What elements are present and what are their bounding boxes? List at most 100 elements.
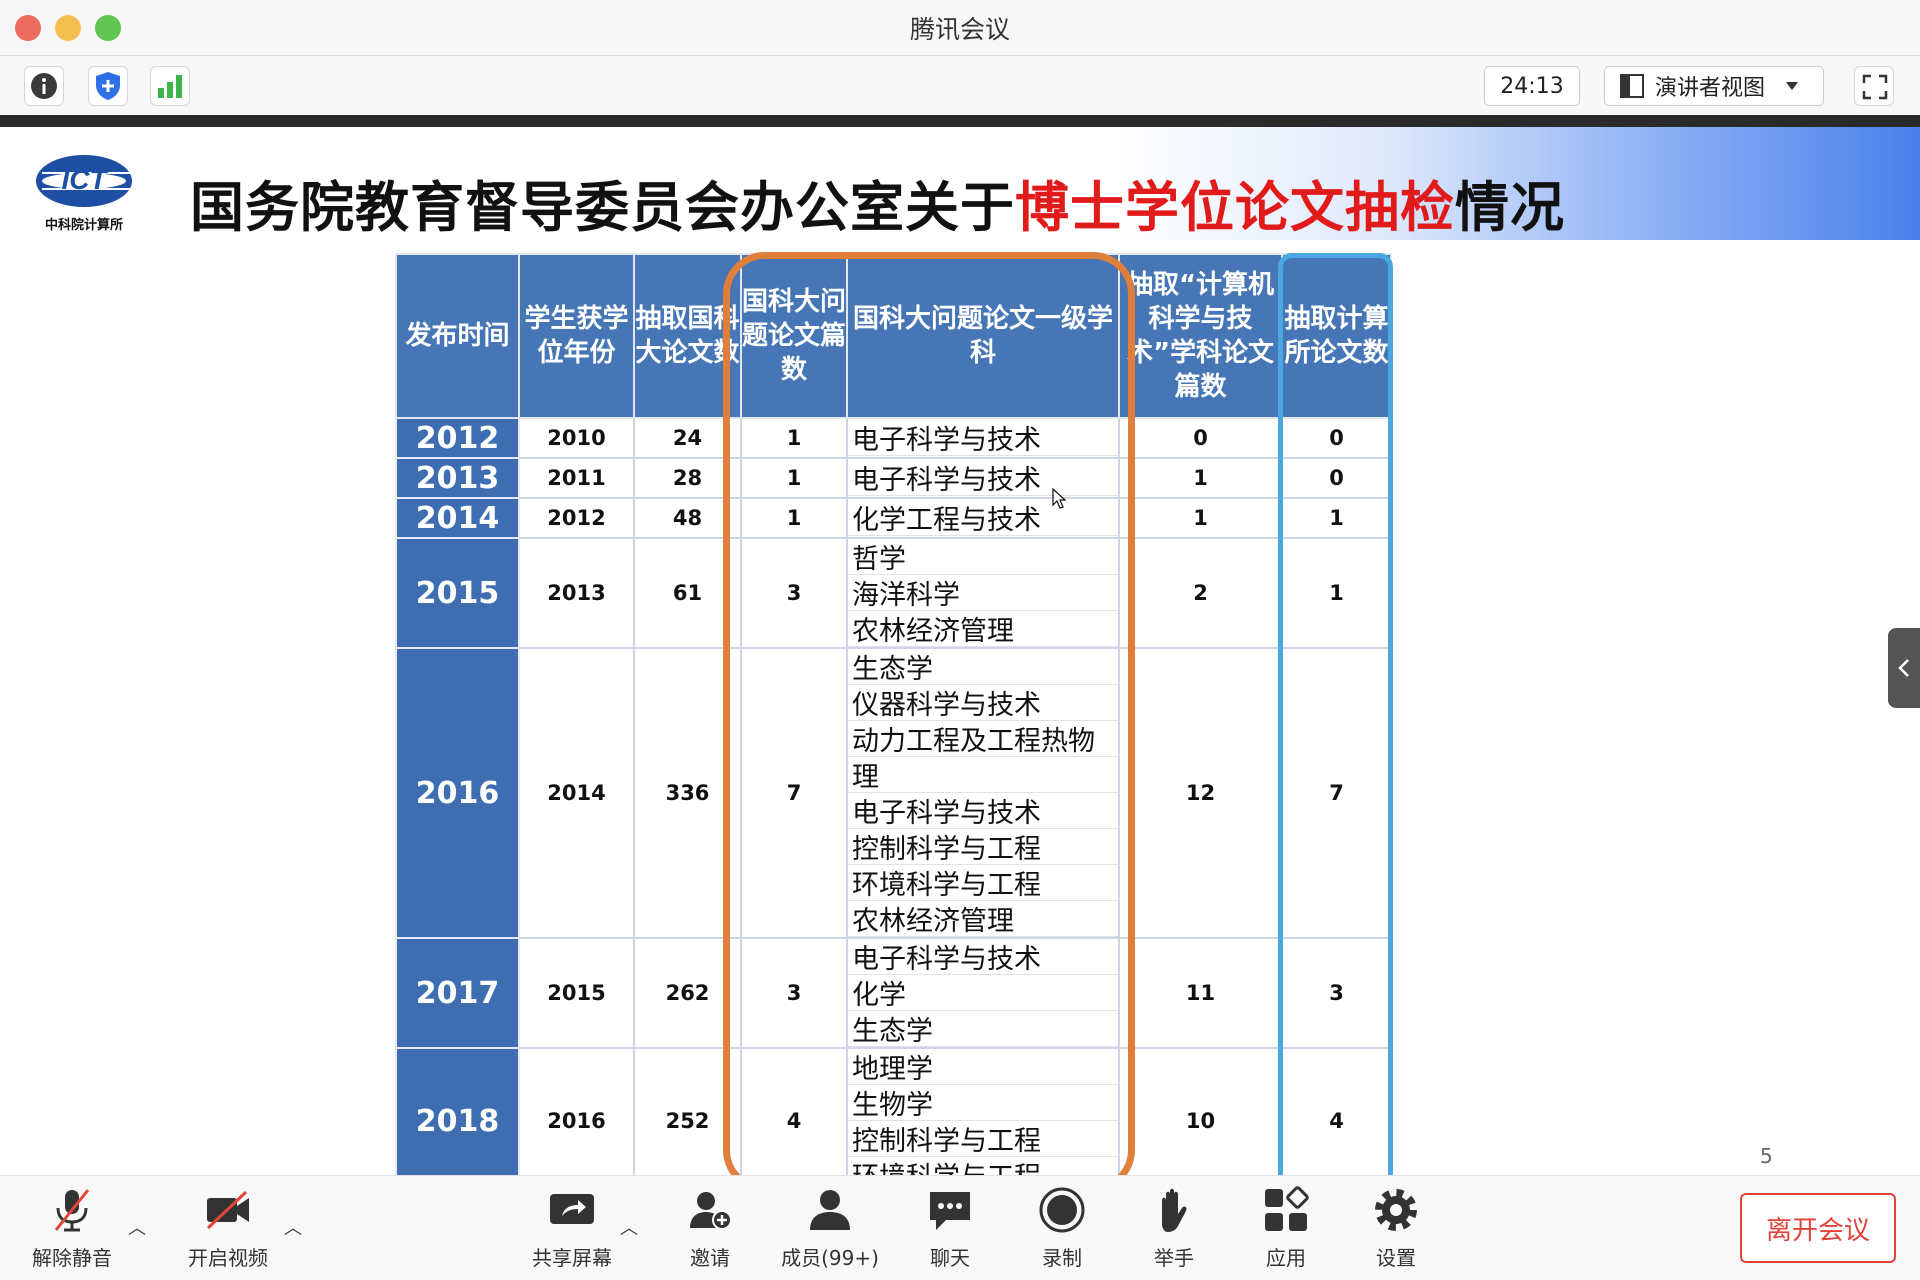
- view-mode-select[interactable]: 演讲者视图: [1604, 66, 1824, 106]
- ict-count-cell: 1: [1281, 537, 1392, 649]
- meeting-controls-bar: 解除静音 ︿ 开启视频 ︿ 共享屏幕 ︿ 邀请 成员(99+) 聊天 录制: [0, 1175, 1920, 1280]
- share-options-caret[interactable]: ︿: [620, 1218, 638, 1239]
- invite-label: 邀请: [690, 1246, 730, 1270]
- info-icon: [31, 73, 57, 99]
- record-icon: [1039, 1187, 1085, 1233]
- audio-options-caret[interactable]: ︿: [128, 1218, 146, 1239]
- problem-count-cell: 3: [740, 937, 848, 1049]
- cs-count-cell: 11: [1118, 937, 1283, 1049]
- discipline-line: 动力工程及工程热物: [848, 721, 1118, 757]
- meeting-toolbar: 24:13 演讲者视图: [0, 56, 1920, 115]
- discipline-line: 电子科学与技术: [848, 793, 1118, 829]
- problem-count-cell: 3: [740, 537, 848, 649]
- window-title: 腾讯会议: [909, 15, 1010, 44]
- discipline-line: 生态学: [848, 1011, 1118, 1047]
- discipline-line: 化学工程与技术: [848, 500, 1118, 536]
- side-panel-toggle[interactable]: [1888, 628, 1920, 708]
- hand-icon: [1162, 1188, 1187, 1232]
- cs-count-cell: 1: [1118, 457, 1283, 499]
- network-stats-button[interactable]: [150, 66, 190, 106]
- discipline-line: 控制科学与工程: [848, 1121, 1118, 1157]
- table-body: 2012 2010 24 1 电子科学与技术 0 0 2013 2011 28 1 电子科学与技术 1 0…: [395, 417, 1392, 1175]
- discipline-line: 化学: [848, 975, 1118, 1011]
- header-problem-disciplines: 国科大问题论文一级学科: [846, 253, 1120, 419]
- discipline-line: 电子科学与技术: [848, 460, 1118, 496]
- blue-highlight-box: [1278, 253, 1393, 1190]
- discipline-line: 电子科学与技术: [848, 939, 1118, 975]
- settings-label: 设置: [1376, 1246, 1416, 1270]
- table-row: 2013 2011 28 1 电子科学与技术 1 0: [395, 457, 1392, 499]
- ict-count-cell: 0: [1281, 417, 1392, 459]
- share-screen-button[interactable]: 共享屏幕: [524, 1182, 620, 1277]
- problem-count-cell: 7: [740, 647, 848, 939]
- discipline-cell: 电子科学与技术: [846, 417, 1120, 459]
- problem-count-cell: 1: [740, 457, 848, 499]
- discipline-line: 农林经济管理: [848, 901, 1118, 937]
- cs-count-cell: 2: [1118, 537, 1283, 649]
- raise-hand-label: 举手: [1154, 1246, 1194, 1270]
- close-window-button[interactable]: [15, 15, 41, 41]
- record-button[interactable]: 录制: [1014, 1182, 1110, 1277]
- header-degree-year: 学生获学位年份: [518, 253, 635, 419]
- members-button[interactable]: 成员(99+): [781, 1182, 879, 1277]
- table-row: 2017 2015 262 3 电子科学与技术 化学 生态学 11 3: [395, 937, 1392, 1049]
- apps-icon: [1265, 1186, 1309, 1231]
- minimize-window-button[interactable]: [55, 15, 81, 41]
- ict-count-cell: 4: [1281, 1047, 1392, 1175]
- leave-meeting-button[interactable]: 离开会议: [1740, 1193, 1896, 1263]
- discipline-cell: 地理学生物学控制科学与工程环境科学与工程: [846, 1047, 1120, 1175]
- discipline-line: 哲学: [848, 539, 1118, 575]
- view-mode-label: 演讲者视图: [1655, 76, 1766, 101]
- degree-year-cell: 2014: [518, 647, 635, 939]
- degree-year-cell: 2013: [518, 537, 635, 649]
- mic-muted-icon: [54, 1189, 90, 1232]
- security-button[interactable]: [88, 66, 128, 106]
- start-video-button[interactable]: 开启视频: [180, 1182, 276, 1277]
- thesis-table-container: 发布时间 学生获学位年份 抽取国科大论文数 国科大问题论文篇数 国科大问题论文一…: [395, 253, 1395, 1175]
- ict-count-cell: 1: [1281, 497, 1392, 539]
- signal-bars-icon: [158, 75, 182, 98]
- info-button[interactable]: [24, 66, 64, 106]
- chat-button[interactable]: 聊天: [902, 1182, 998, 1277]
- maximize-window-button[interactable]: [95, 15, 121, 41]
- discipline-cell: 电子科学与技术: [846, 457, 1120, 499]
- degree-year-cell: 2012: [518, 497, 635, 539]
- discipline-line: 生态学: [848, 649, 1118, 685]
- discipline-line: 电子科学与技术: [848, 420, 1118, 456]
- start-video-label: 开启视频: [188, 1246, 268, 1270]
- unmute-label: 解除静音: [32, 1246, 112, 1270]
- header-cs-count: 抽取“计算机科学与技术”学科论文篇数: [1118, 253, 1283, 419]
- ict-count-cell: 3: [1281, 937, 1392, 1049]
- members-icon: [810, 1190, 850, 1230]
- settings-button[interactable]: 设置: [1348, 1182, 1444, 1277]
- raise-hand-button[interactable]: 举手: [1126, 1182, 1222, 1277]
- invite-button[interactable]: 邀请: [662, 1182, 758, 1277]
- unmute-button[interactable]: 解除静音: [24, 1182, 120, 1277]
- thesis-table: 发布时间 学生获学位年份 抽取国科大论文数 国科大问题论文篇数 国科大问题论文一…: [395, 253, 1392, 1175]
- discipline-cell: 哲学 海洋科学 农林经济管理: [846, 537, 1120, 649]
- cs-count-cell: 1: [1118, 497, 1283, 539]
- problem-count-cell: 1: [740, 417, 848, 459]
- discipline-line: 环境科学与工程: [848, 1157, 1118, 1175]
- table-row: 2015 2013 61 3 哲学 海洋科学 农林经济管理 2 1: [395, 537, 1392, 649]
- fullscreen-button[interactable]: [1854, 66, 1894, 106]
- ict-count-cell: 0: [1281, 457, 1392, 499]
- table-header-row: 发布时间 学生获学位年份 抽取国科大论文数 国科大问题论文篇数 国科大问题论文一…: [395, 253, 1392, 419]
- video-options-caret[interactable]: ︿: [284, 1218, 302, 1239]
- mouse-cursor-icon: [1052, 488, 1067, 509]
- discipline-line: 环境科学与工程: [848, 865, 1118, 901]
- fullscreen-icon: [1862, 74, 1888, 100]
- year-cell: 2013: [395, 457, 520, 499]
- degree-year-cell: 2016: [518, 1047, 635, 1175]
- camera-off-icon: [206, 1190, 249, 1230]
- logo-text: ICT: [61, 164, 109, 195]
- slide-title: 国务院教育督导委员会办公室关于博士学位论文抽检情况: [190, 163, 1565, 242]
- cs-count-cell: 10: [1118, 1047, 1283, 1175]
- header-publish-time: 发布时间: [395, 253, 520, 419]
- slide-title-highlight: 博士学位论文抽检: [1015, 176, 1455, 239]
- apps-button[interactable]: 应用: [1238, 1182, 1334, 1277]
- header-ict-count: 抽取计算所论文数: [1281, 253, 1392, 419]
- slide-title-part1: 国务院教育督导委员会办公室关于: [190, 176, 1015, 239]
- share-screen-icon: [550, 1194, 594, 1224]
